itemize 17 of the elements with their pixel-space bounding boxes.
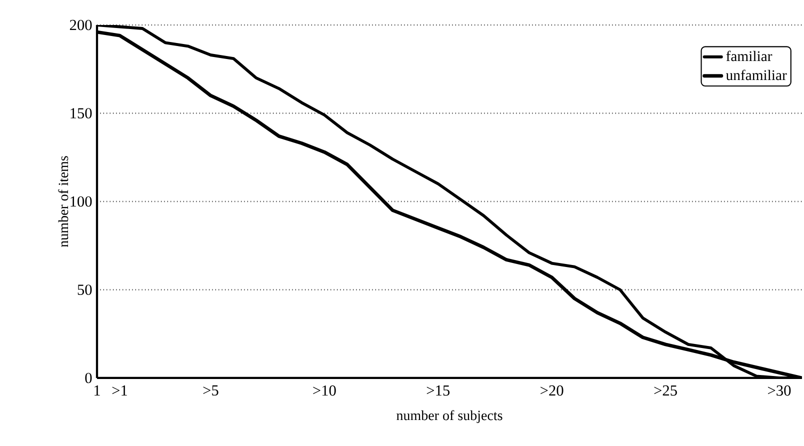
y-tick-label: 100 — [70, 196, 92, 207]
x-tick-label: 1 — [94, 385, 100, 396]
x-tick-label: >25 — [654, 385, 677, 396]
x-tick-label: >5 — [203, 385, 218, 396]
y-tick-label: 50 — [78, 284, 92, 295]
x-tick-label: >10 — [313, 385, 336, 396]
x-tick-label: >15 — [426, 385, 450, 396]
legend-label: familiar — [726, 50, 772, 62]
y-axis-title: number of items — [58, 156, 68, 248]
y-tick-label: 150 — [70, 108, 92, 118]
x-tick-label: >20 — [540, 385, 564, 396]
y-tick-label: 0 — [85, 372, 92, 384]
x-tick-label: >1 — [112, 385, 127, 396]
x-tick-label: >30 — [768, 385, 791, 396]
x-axis-title: number of subjects — [396, 410, 502, 424]
y-tick-label: 200 — [70, 20, 92, 30]
legend-label: unfamiliar — [726, 70, 787, 80]
